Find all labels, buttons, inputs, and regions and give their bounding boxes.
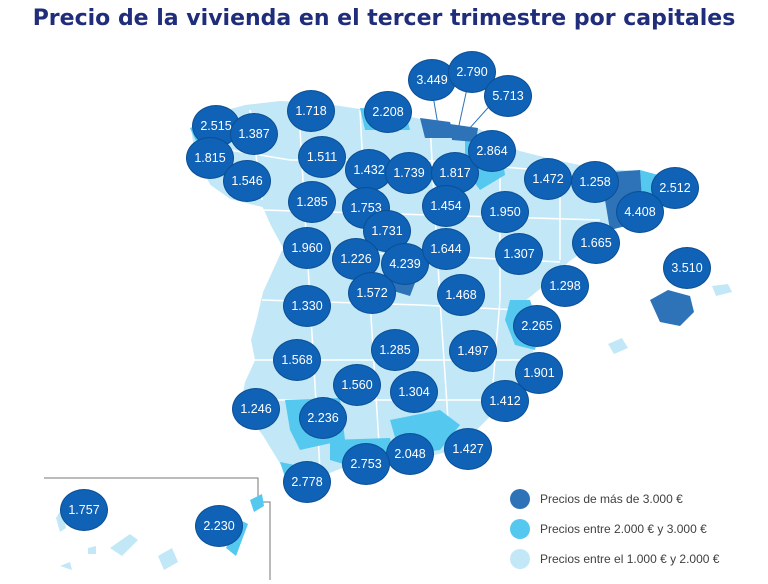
price-badge-avila: 1.226 bbox=[333, 239, 379, 279]
island-el-hierro bbox=[60, 562, 72, 570]
legend-swatch-mid bbox=[510, 519, 530, 539]
price-badge-jaen: 1.304 bbox=[391, 372, 437, 412]
price-badge-caceres: 1.330 bbox=[284, 286, 330, 326]
price-badge-madrid: 4.239 bbox=[382, 244, 428, 284]
region-gipuzkoa bbox=[450, 124, 478, 142]
price-badge-murcia: 1.412 bbox=[482, 381, 528, 421]
price-badge-albacete: 1.497 bbox=[450, 331, 496, 371]
price-badge-bilbao: 3.449 bbox=[409, 60, 455, 100]
price-badge-pamplona: 2.864 bbox=[469, 131, 515, 171]
island-menorca bbox=[712, 284, 732, 296]
price-badge-alicante: 1.901 bbox=[516, 353, 562, 393]
price-badge-soria: 1.454 bbox=[423, 186, 469, 226]
legend-swatch-high bbox=[510, 489, 530, 509]
price-badge-lleida: 1.258 bbox=[572, 162, 618, 202]
island-la-palma bbox=[56, 508, 66, 532]
price-badge-sevilla: 2.236 bbox=[300, 398, 346, 438]
legend-swatch-low bbox=[510, 549, 530, 569]
price-badge-huesca: 1.472 bbox=[525, 159, 571, 199]
legend-item-high: Precios de más de 3.000 € bbox=[510, 484, 719, 514]
legend: Precios de más de 3.000 € Precios entre … bbox=[510, 484, 719, 574]
legend-label-low: Precios entre el 1.000 € y 2.000 € bbox=[540, 552, 720, 566]
price-badge-almeria: 1.427 bbox=[445, 429, 491, 469]
price-badge-ourense: 1.546 bbox=[224, 161, 270, 201]
region-bizkaia bbox=[420, 118, 455, 138]
price-badge-santa-cruz-tenerife: 1.757 bbox=[61, 490, 107, 530]
price-badge-cadiz: 2.778 bbox=[284, 462, 330, 502]
legend-item-mid: Precios entre 2.000 € y 3.000 € bbox=[510, 514, 719, 544]
price-badge-zaragoza: 1.950 bbox=[482, 192, 528, 232]
price-badge-guadalajara: 1.644 bbox=[423, 229, 469, 269]
price-badge-santander: 2.208 bbox=[365, 92, 411, 132]
price-badge-barcelona: 4.408 bbox=[617, 192, 663, 232]
price-badge-palencia: 1.432 bbox=[346, 150, 392, 190]
price-badge-salamanca: 1.960 bbox=[284, 228, 330, 268]
price-badge-leon: 1.511 bbox=[299, 137, 345, 177]
price-badge-ciudad-real: 1.285 bbox=[372, 330, 418, 370]
legend-label-mid: Precios entre 2.000 € y 3.000 € bbox=[540, 522, 707, 536]
price-badge-valencia: 2.265 bbox=[514, 306, 560, 346]
island-lanzarote bbox=[250, 494, 264, 512]
price-badge-san-sebastian: 5.713 bbox=[485, 76, 531, 116]
price-badge-toledo: 1.572 bbox=[349, 273, 395, 313]
price-badge-huelva: 1.246 bbox=[233, 389, 279, 429]
price-badge-malaga: 2.753 bbox=[343, 444, 389, 484]
price-badge-burgos: 1.739 bbox=[386, 153, 432, 193]
island-tenerife bbox=[110, 534, 138, 556]
price-badge-zamora: 1.285 bbox=[289, 182, 335, 222]
price-badge-badajoz: 1.568 bbox=[274, 340, 320, 380]
price-badge-palma: 3.510 bbox=[664, 248, 710, 288]
legend-item-low: Precios entre el 1.000 € y 2.000 € bbox=[510, 544, 719, 574]
island-mallorca bbox=[650, 290, 694, 326]
price-badge-cordoba: 1.560 bbox=[334, 365, 380, 405]
map-title: Precio de la vivienda en el tercer trime… bbox=[32, 6, 736, 31]
island-la-gomera bbox=[88, 546, 96, 554]
island-gran-canaria bbox=[158, 548, 178, 570]
price-badge-cuenca: 1.468 bbox=[438, 275, 484, 315]
legend-label-high: Precios de más de 3.000 € bbox=[540, 492, 683, 506]
price-badge-oviedo: 1.718 bbox=[288, 91, 334, 131]
price-badge-granada: 2.048 bbox=[387, 434, 433, 474]
price-badge-tarragona: 1.665 bbox=[573, 223, 619, 263]
price-badge-teruel: 1.307 bbox=[496, 234, 542, 274]
price-badge-las-palmas: 2.230 bbox=[196, 506, 242, 546]
price-badge-castellon: 1.298 bbox=[542, 266, 588, 306]
price-badge-lugo: 1.387 bbox=[231, 114, 277, 154]
island-ibiza bbox=[608, 338, 628, 354]
